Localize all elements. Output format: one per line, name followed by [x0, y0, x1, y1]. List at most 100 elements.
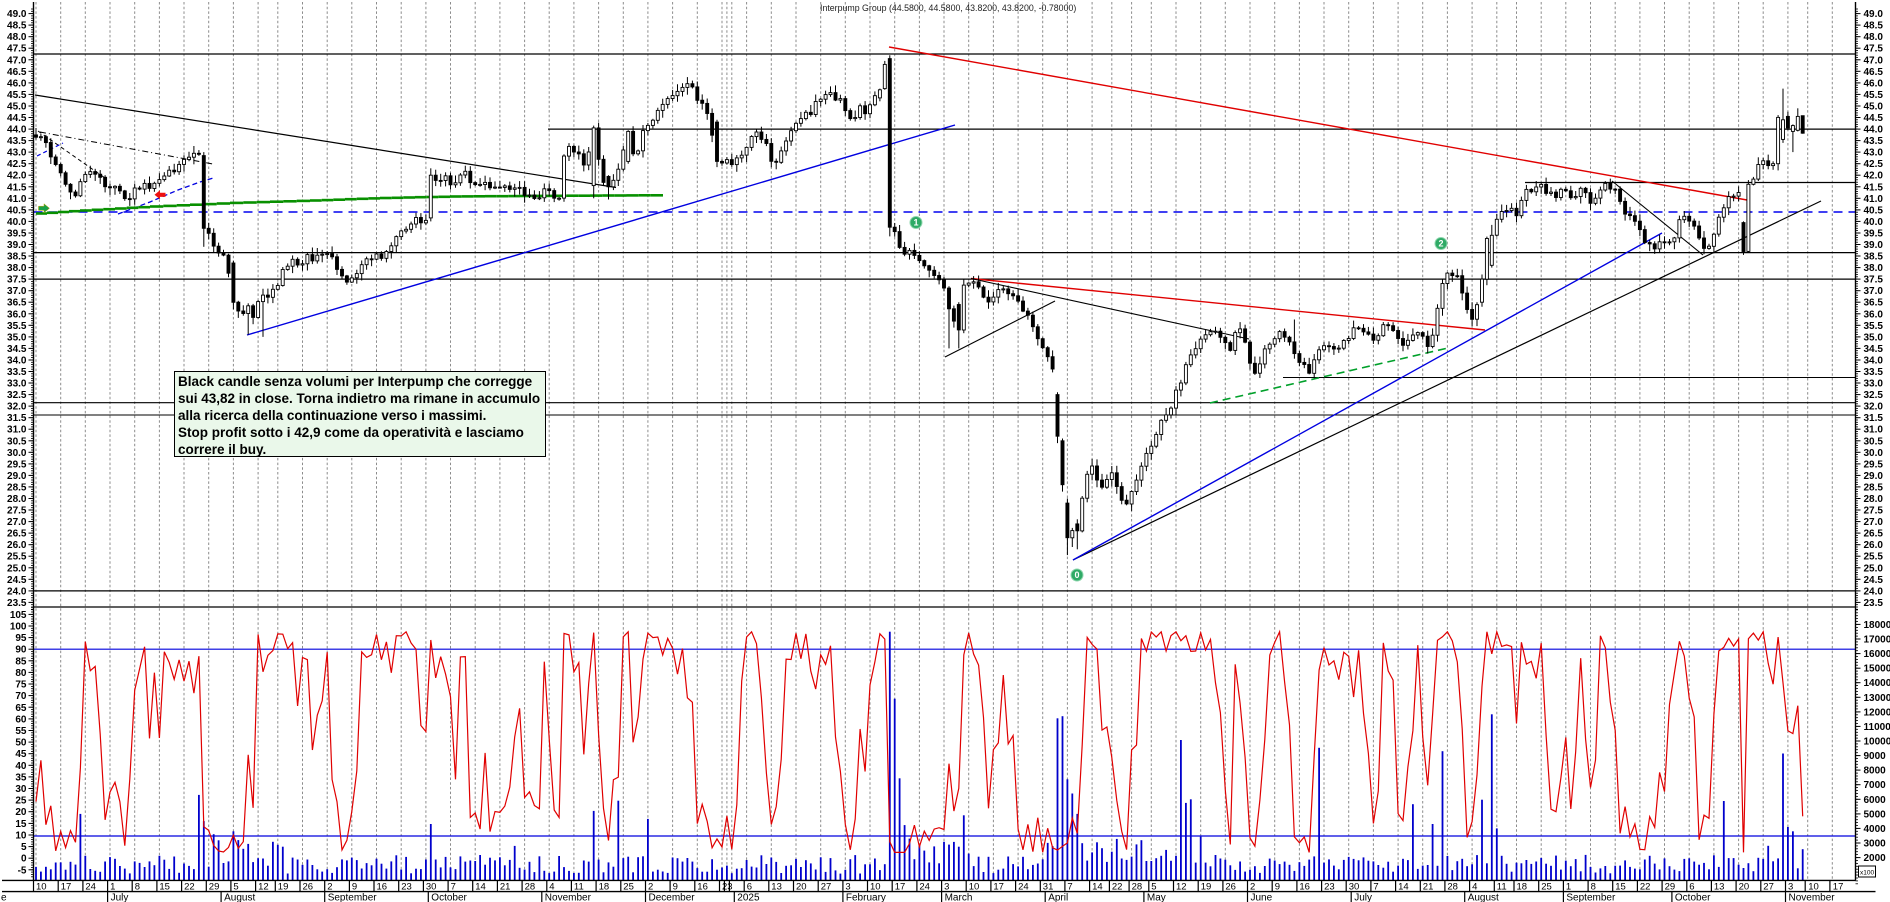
svg-text:46.5: 46.5	[7, 67, 27, 78]
svg-text:25: 25	[623, 881, 634, 892]
svg-text:36.5: 36.5	[1864, 298, 1884, 309]
svg-text:4: 4	[549, 881, 554, 892]
svg-text:48.0: 48.0	[1864, 32, 1884, 43]
svg-text:37.0: 37.0	[1864, 286, 1884, 297]
svg-text:December: December	[649, 893, 696, 902]
svg-text:16: 16	[697, 881, 708, 892]
svg-text:20: 20	[15, 807, 27, 818]
svg-text:August: August	[1468, 893, 1499, 902]
svg-text:35.5: 35.5	[1864, 321, 1884, 332]
svg-text:80: 80	[15, 668, 27, 679]
svg-text:65: 65	[15, 703, 27, 714]
svg-text:28.5: 28.5	[1864, 482, 1884, 493]
svg-text:45.5: 45.5	[7, 90, 27, 101]
svg-text:11: 11	[574, 881, 584, 892]
svg-text:27.0: 27.0	[1864, 517, 1884, 528]
svg-text:43.0: 43.0	[1864, 148, 1884, 159]
svg-text:20: 20	[1739, 881, 1750, 892]
svg-text:44.5: 44.5	[7, 113, 27, 124]
svg-text:40.0: 40.0	[7, 217, 27, 228]
svg-text:14: 14	[1092, 881, 1103, 892]
svg-text:31: 31	[1043, 881, 1054, 892]
svg-text:29.5: 29.5	[7, 459, 27, 470]
svg-text:35.0: 35.0	[1864, 332, 1884, 343]
svg-text:29.0: 29.0	[1864, 471, 1884, 482]
svg-text:9: 9	[352, 881, 357, 892]
svg-text:16000: 16000	[1864, 649, 1890, 660]
svg-text:45.5: 45.5	[1864, 90, 1884, 101]
svg-text:30: 30	[426, 881, 437, 892]
svg-text:7: 7	[1373, 881, 1378, 892]
svg-text:44.0: 44.0	[7, 125, 27, 136]
svg-text:15000: 15000	[1864, 664, 1890, 675]
svg-text:28.0: 28.0	[1864, 494, 1884, 505]
svg-text:6: 6	[747, 881, 752, 892]
svg-text:e: e	[1, 893, 7, 902]
svg-text:36.5: 36.5	[7, 298, 27, 309]
svg-text:23: 23	[1324, 881, 1335, 892]
svg-text:85: 85	[15, 656, 27, 667]
svg-text:15: 15	[159, 881, 170, 892]
svg-text:35: 35	[15, 772, 27, 783]
svg-text:5000: 5000	[1864, 809, 1887, 820]
svg-text:6000: 6000	[1864, 795, 1887, 806]
svg-text:24: 24	[1018, 881, 1029, 892]
svg-text:18: 18	[599, 881, 610, 892]
svg-text:55: 55	[15, 726, 27, 737]
svg-text:23: 23	[722, 881, 733, 892]
svg-text:10: 10	[870, 881, 881, 892]
svg-text:27.5: 27.5	[1864, 506, 1884, 517]
svg-text:5: 5	[1151, 881, 1156, 892]
svg-text:49.0: 49.0	[1864, 9, 1884, 20]
svg-text:October: October	[431, 893, 467, 902]
svg-text:40: 40	[15, 761, 27, 772]
svg-text:17000: 17000	[1864, 635, 1890, 646]
svg-text:2: 2	[327, 881, 332, 892]
svg-text:30.5: 30.5	[1864, 436, 1884, 447]
svg-text:95: 95	[15, 633, 27, 644]
svg-text:October: October	[1675, 893, 1711, 902]
svg-text:13: 13	[1714, 881, 1725, 892]
svg-text:27.0: 27.0	[7, 517, 27, 528]
svg-text:3: 3	[845, 881, 850, 892]
svg-text:5: 5	[21, 842, 27, 853]
svg-text:30.0: 30.0	[7, 448, 27, 459]
svg-text:46.5: 46.5	[1864, 67, 1884, 78]
svg-text:44.5: 44.5	[1864, 113, 1884, 124]
svg-text:26.5: 26.5	[1864, 529, 1884, 540]
svg-text:17: 17	[895, 881, 906, 892]
svg-text:0: 0	[21, 854, 27, 865]
svg-text:25.5: 25.5	[7, 552, 27, 563]
svg-text:39.0: 39.0	[7, 240, 27, 251]
svg-text:14000: 14000	[1864, 678, 1890, 689]
svg-text:45.0: 45.0	[1864, 102, 1884, 113]
svg-text:43.5: 43.5	[1864, 136, 1884, 147]
svg-text:47.0: 47.0	[7, 55, 27, 66]
svg-text:26.0: 26.0	[1864, 540, 1884, 551]
svg-text:105: 105	[10, 610, 27, 621]
svg-text:27: 27	[821, 881, 832, 892]
svg-text:22: 22	[184, 881, 195, 892]
svg-text:10: 10	[36, 881, 47, 892]
svg-text:8: 8	[135, 881, 140, 892]
svg-text:36.0: 36.0	[1864, 309, 1884, 320]
svg-text:23.5: 23.5	[1864, 598, 1884, 609]
svg-text:November: November	[1789, 893, 1836, 902]
svg-text:38.5: 38.5	[1864, 252, 1884, 263]
svg-text:12: 12	[1176, 881, 1187, 892]
svg-text:34.5: 34.5	[7, 344, 27, 355]
svg-text:20: 20	[796, 881, 807, 892]
svg-text:35.5: 35.5	[7, 321, 27, 332]
svg-text:41.5: 41.5	[7, 182, 27, 193]
svg-text:39.0: 39.0	[1864, 240, 1884, 251]
svg-text:42.5: 42.5	[7, 159, 27, 170]
svg-text:60: 60	[15, 714, 27, 725]
svg-text:48.0: 48.0	[7, 32, 27, 43]
svg-text:2: 2	[1250, 881, 1255, 892]
svg-text:38.0: 38.0	[1864, 263, 1884, 274]
svg-text:25.5: 25.5	[1864, 552, 1884, 563]
svg-text:45.0: 45.0	[7, 102, 27, 113]
svg-text:50: 50	[15, 738, 27, 749]
svg-text:26: 26	[1225, 881, 1236, 892]
svg-text:39.5: 39.5	[7, 229, 27, 240]
